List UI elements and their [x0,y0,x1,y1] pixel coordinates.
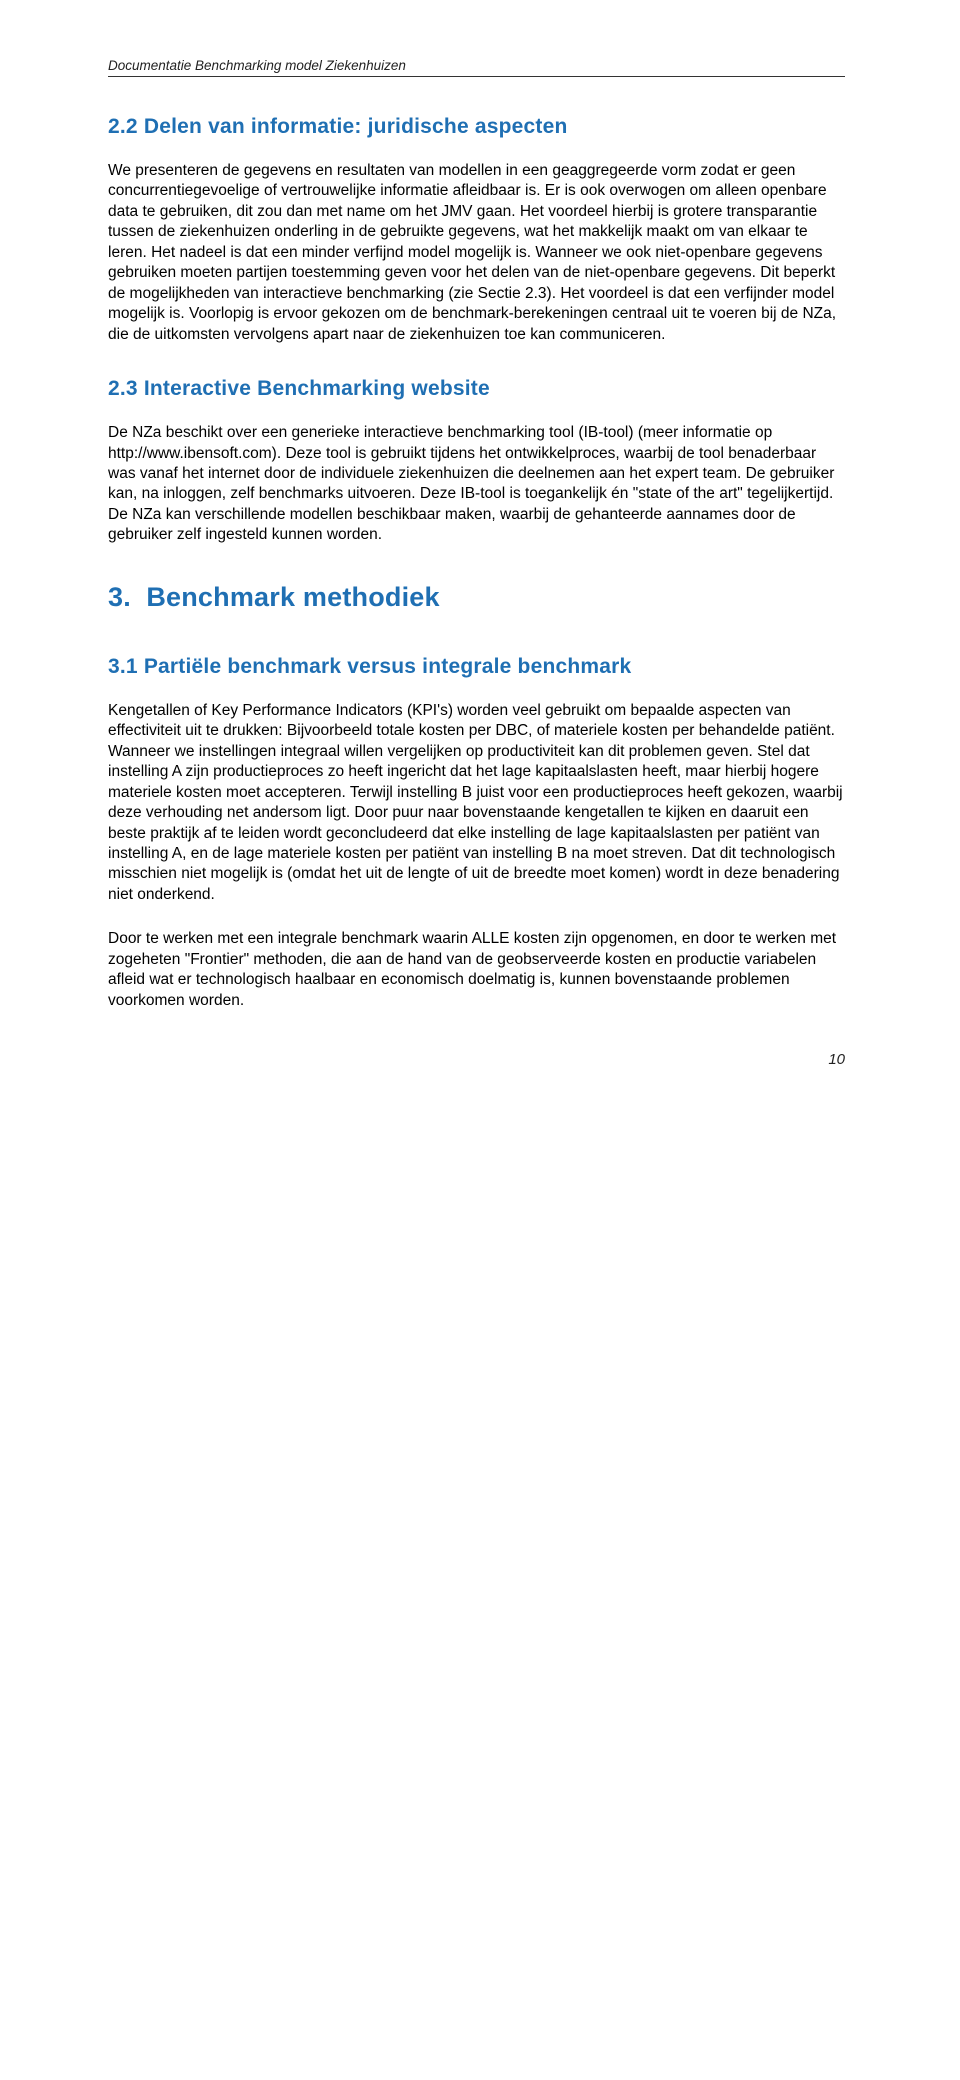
document-page: Documentatie Benchmarking model Ziekenhu… [0,0,960,1118]
section-2-2-body: We presenteren de gegevens en resultaten… [108,161,845,345]
section-title: Benchmark methodiek [146,582,439,612]
section-number: 3.1 [108,655,138,678]
section-number: 3. [108,582,131,612]
section-number: 2.3 [108,377,138,400]
section-title: Delen van informatie: juridische aspecte… [144,115,568,138]
section-3-1-body-1: Kengetallen of Key Performance Indicator… [108,701,845,906]
section-2-3-body: De NZa beschikt over een generieke inter… [108,423,845,546]
page-number: 10 [108,1051,845,1068]
document-header: Documentatie Benchmarking model Ziekenhu… [108,58,845,77]
section-title: Interactive Benchmarking website [144,377,490,400]
section-3-1-heading: 3.1 Partiële benchmark versus integrale … [108,655,845,679]
section-2-2-heading: 2.2 Delen van informatie: juridische asp… [108,115,845,139]
section-2-3-heading: 2.3 Interactive Benchmarking website [108,377,845,401]
section-3-heading: 3. Benchmark methodiek [108,582,845,613]
section-title: Partiële benchmark versus integrale benc… [144,655,632,678]
section-3-1-body-2: Door te werken met een integrale benchma… [108,929,845,1011]
section-number: 2.2 [108,115,138,138]
